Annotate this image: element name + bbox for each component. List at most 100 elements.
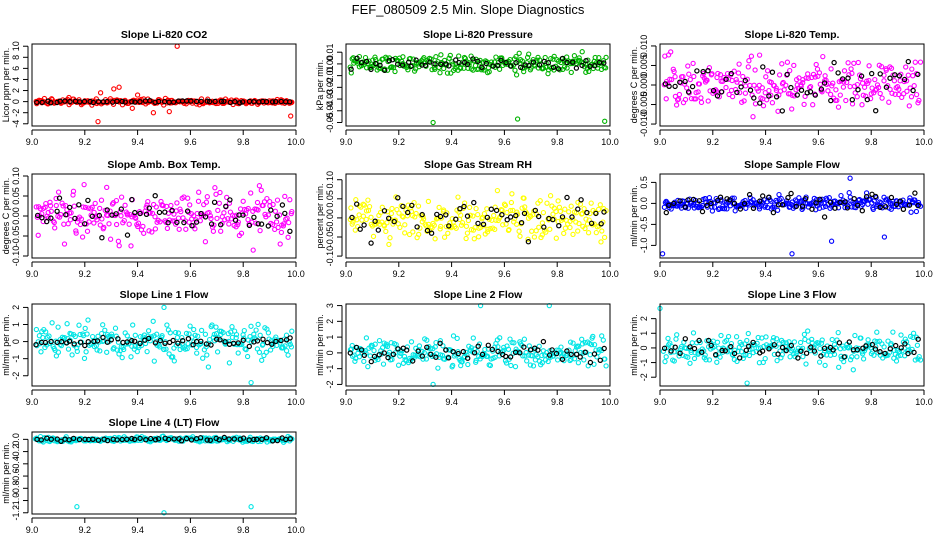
- data-point: [780, 79, 786, 86]
- data-point: [854, 94, 860, 100]
- y-tick-label: 0.5: [639, 176, 649, 189]
- data-point: [601, 234, 608, 241]
- x-tick-label: 9.0: [654, 397, 667, 407]
- data-point: [365, 197, 371, 203]
- reference-point: [785, 194, 791, 201]
- data-point: [809, 336, 815, 343]
- y-tick-label: -4: [11, 120, 21, 128]
- reference-point: [836, 340, 843, 346]
- reference-point: [661, 345, 668, 351]
- data-point: [124, 333, 130, 339]
- outlier-point: [789, 251, 795, 257]
- data-point: [363, 216, 369, 223]
- data-point: [872, 87, 879, 93]
- data-point: [590, 333, 596, 340]
- data-point: [171, 358, 177, 364]
- data-point: [68, 210, 74, 216]
- reference-point: [372, 218, 378, 224]
- data-point: [220, 329, 226, 336]
- reference-point: [783, 347, 789, 354]
- reference-point: [189, 222, 195, 229]
- data-point: [866, 77, 872, 84]
- data-point: [691, 73, 697, 80]
- reference-point: [915, 202, 921, 209]
- data-point: [484, 229, 491, 235]
- data-point: [768, 198, 774, 204]
- x-tick-label: 9.4: [131, 269, 144, 279]
- data-point: [800, 353, 806, 360]
- x-tick-label: 9.8: [237, 269, 250, 279]
- reference-point: [592, 62, 598, 69]
- outlier-point: [744, 380, 750, 386]
- y-tick-label: 2: [325, 319, 335, 324]
- data-point: [591, 342, 598, 348]
- data-point: [874, 82, 881, 88]
- data-point: [264, 195, 270, 202]
- data-point: [135, 223, 141, 230]
- reference-point: [108, 337, 115, 343]
- reference-point: [42, 339, 49, 346]
- data-point: [481, 211, 488, 217]
- data-point: [746, 352, 753, 359]
- data-point: [721, 206, 728, 212]
- data-point: [728, 87, 735, 94]
- reference-point: [368, 66, 374, 73]
- y-tick-label: -0.5: [639, 217, 649, 233]
- reference-point: [840, 76, 846, 82]
- data-point: [867, 95, 874, 102]
- data-point: [257, 332, 263, 338]
- reference-point: [579, 62, 585, 69]
- reference-point: [808, 344, 814, 350]
- data-point: [886, 99, 892, 105]
- data-point: [463, 223, 470, 229]
- data-point: [257, 227, 263, 234]
- reference-point: [757, 198, 763, 204]
- data-point: [513, 72, 520, 78]
- reference-point: [129, 98, 135, 105]
- reference-point: [85, 197, 91, 204]
- reference-point: [470, 56, 476, 62]
- data-point: [533, 228, 539, 234]
- data-point: [587, 352, 593, 358]
- data-point: [68, 331, 74, 337]
- data-point: [53, 202, 59, 209]
- data-point: [663, 96, 669, 102]
- data-point: [437, 338, 444, 344]
- reference-point: [348, 66, 354, 72]
- data-point: [149, 229, 155, 235]
- data-point: [845, 60, 851, 66]
- x-tick-label: 9.2: [79, 525, 92, 535]
- panel-4: Slope Amb. Box Temp. 9.0 9.2 9.4 9.6 9.8 10.0 -…: [1, 159, 305, 279]
- data-point: [191, 213, 197, 219]
- data-point: [402, 230, 408, 236]
- data-point: [579, 341, 586, 347]
- reference-point: [404, 347, 410, 353]
- reference-point: [545, 60, 552, 66]
- data-point: [816, 340, 822, 346]
- data-point: [250, 247, 256, 253]
- data-point: [413, 210, 419, 217]
- data-point: [834, 97, 840, 104]
- reference-point: [575, 206, 581, 212]
- panel-title: Slope Line 2 Flow: [434, 289, 524, 301]
- reference-point: [375, 227, 381, 233]
- reference-point: [424, 227, 431, 234]
- data-point: [233, 335, 239, 341]
- data-point: [493, 54, 499, 60]
- reference-point: [54, 208, 60, 214]
- data-point: [805, 328, 811, 334]
- data-point: [705, 98, 711, 104]
- reference-point: [63, 211, 69, 218]
- reference-point: [696, 337, 702, 344]
- data-point: [906, 103, 912, 109]
- x-tick-label: 9.0: [26, 269, 39, 279]
- reference-point: [597, 357, 604, 363]
- data-point: [741, 98, 747, 104]
- reference-point: [685, 89, 692, 95]
- data-point: [820, 53, 826, 60]
- data-point: [360, 213, 367, 219]
- reference-point: [221, 434, 227, 441]
- data-point: [98, 197, 105, 203]
- data-point: [866, 197, 873, 203]
- data-point: [519, 58, 525, 64]
